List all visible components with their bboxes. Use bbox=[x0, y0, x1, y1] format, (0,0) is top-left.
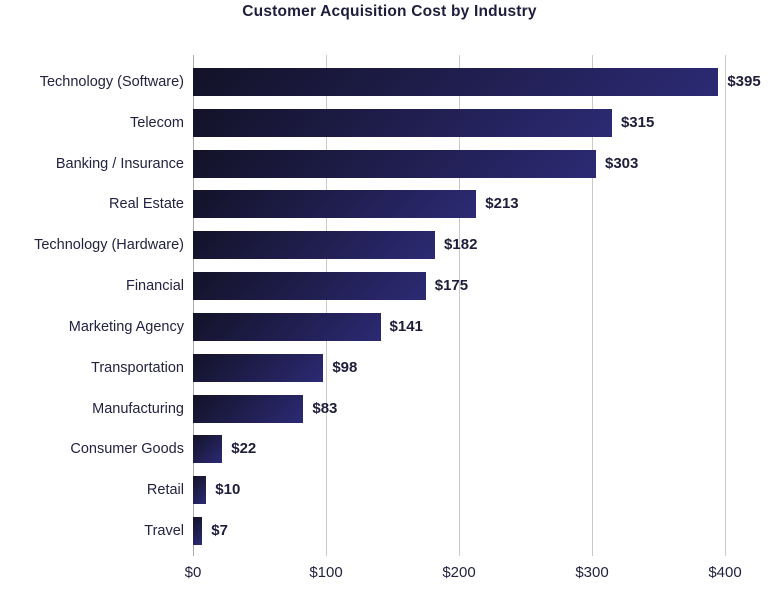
bar bbox=[193, 394, 304, 423]
chart-title: Customer Acquisition Cost by Industry bbox=[242, 3, 537, 20]
x-tick-label: $0 bbox=[184, 564, 202, 581]
gridline-x100 bbox=[325, 55, 327, 556]
bar-value-label: $182 bbox=[444, 236, 478, 254]
category-label: Real Estate bbox=[109, 196, 184, 213]
gridline-x400 bbox=[724, 55, 726, 556]
category-label: Marketing Agency bbox=[68, 318, 184, 335]
bar-value-label: $10 bbox=[215, 481, 241, 499]
bar bbox=[193, 190, 477, 219]
category-label: Retail bbox=[146, 482, 184, 499]
bar bbox=[193, 435, 223, 464]
bar-value-label: $315 bbox=[620, 113, 655, 131]
category-label: Banking / Insurance bbox=[55, 155, 184, 172]
bar-value-label: $141 bbox=[389, 317, 423, 335]
x-tick-label: $100 bbox=[309, 564, 343, 581]
bar bbox=[193, 272, 426, 301]
bar bbox=[193, 68, 719, 96]
bar bbox=[193, 312, 381, 341]
category-label: Manufacturing bbox=[92, 400, 184, 417]
bar bbox=[193, 353, 324, 382]
bar-value-label: $213 bbox=[485, 195, 519, 213]
bar-value-label: $303 bbox=[604, 154, 639, 172]
bar-value-label: $175 bbox=[434, 277, 469, 295]
bar bbox=[193, 108, 612, 137]
category-label: Technology (Hardware) bbox=[34, 237, 184, 254]
gridline-x200 bbox=[458, 55, 460, 556]
x-tick-label: $400 bbox=[708, 564, 742, 581]
category-label: Travel bbox=[144, 523, 184, 540]
bar bbox=[193, 231, 436, 260]
bar-value-label: $83 bbox=[312, 399, 338, 417]
bar-value-label: $7 bbox=[211, 522, 228, 540]
bar bbox=[193, 476, 207, 505]
gridline-x300 bbox=[591, 55, 593, 556]
category-label: Transportation bbox=[91, 359, 184, 376]
bar-value-label: $98 bbox=[332, 358, 358, 376]
category-label: Financial bbox=[125, 278, 184, 295]
category-label: Telecom bbox=[130, 114, 184, 131]
bar-value-label: $395 bbox=[727, 73, 761, 90]
bar-value-label: $22 bbox=[231, 440, 257, 458]
x-tick-label: $200 bbox=[442, 564, 476, 581]
category-label: Technology (Software) bbox=[39, 74, 184, 90]
x-tick-label: $300 bbox=[575, 564, 609, 581]
y-axis-line bbox=[192, 55, 194, 556]
bar bbox=[193, 517, 203, 546]
bar bbox=[193, 149, 596, 178]
category-label: Consumer Goods bbox=[70, 441, 184, 458]
